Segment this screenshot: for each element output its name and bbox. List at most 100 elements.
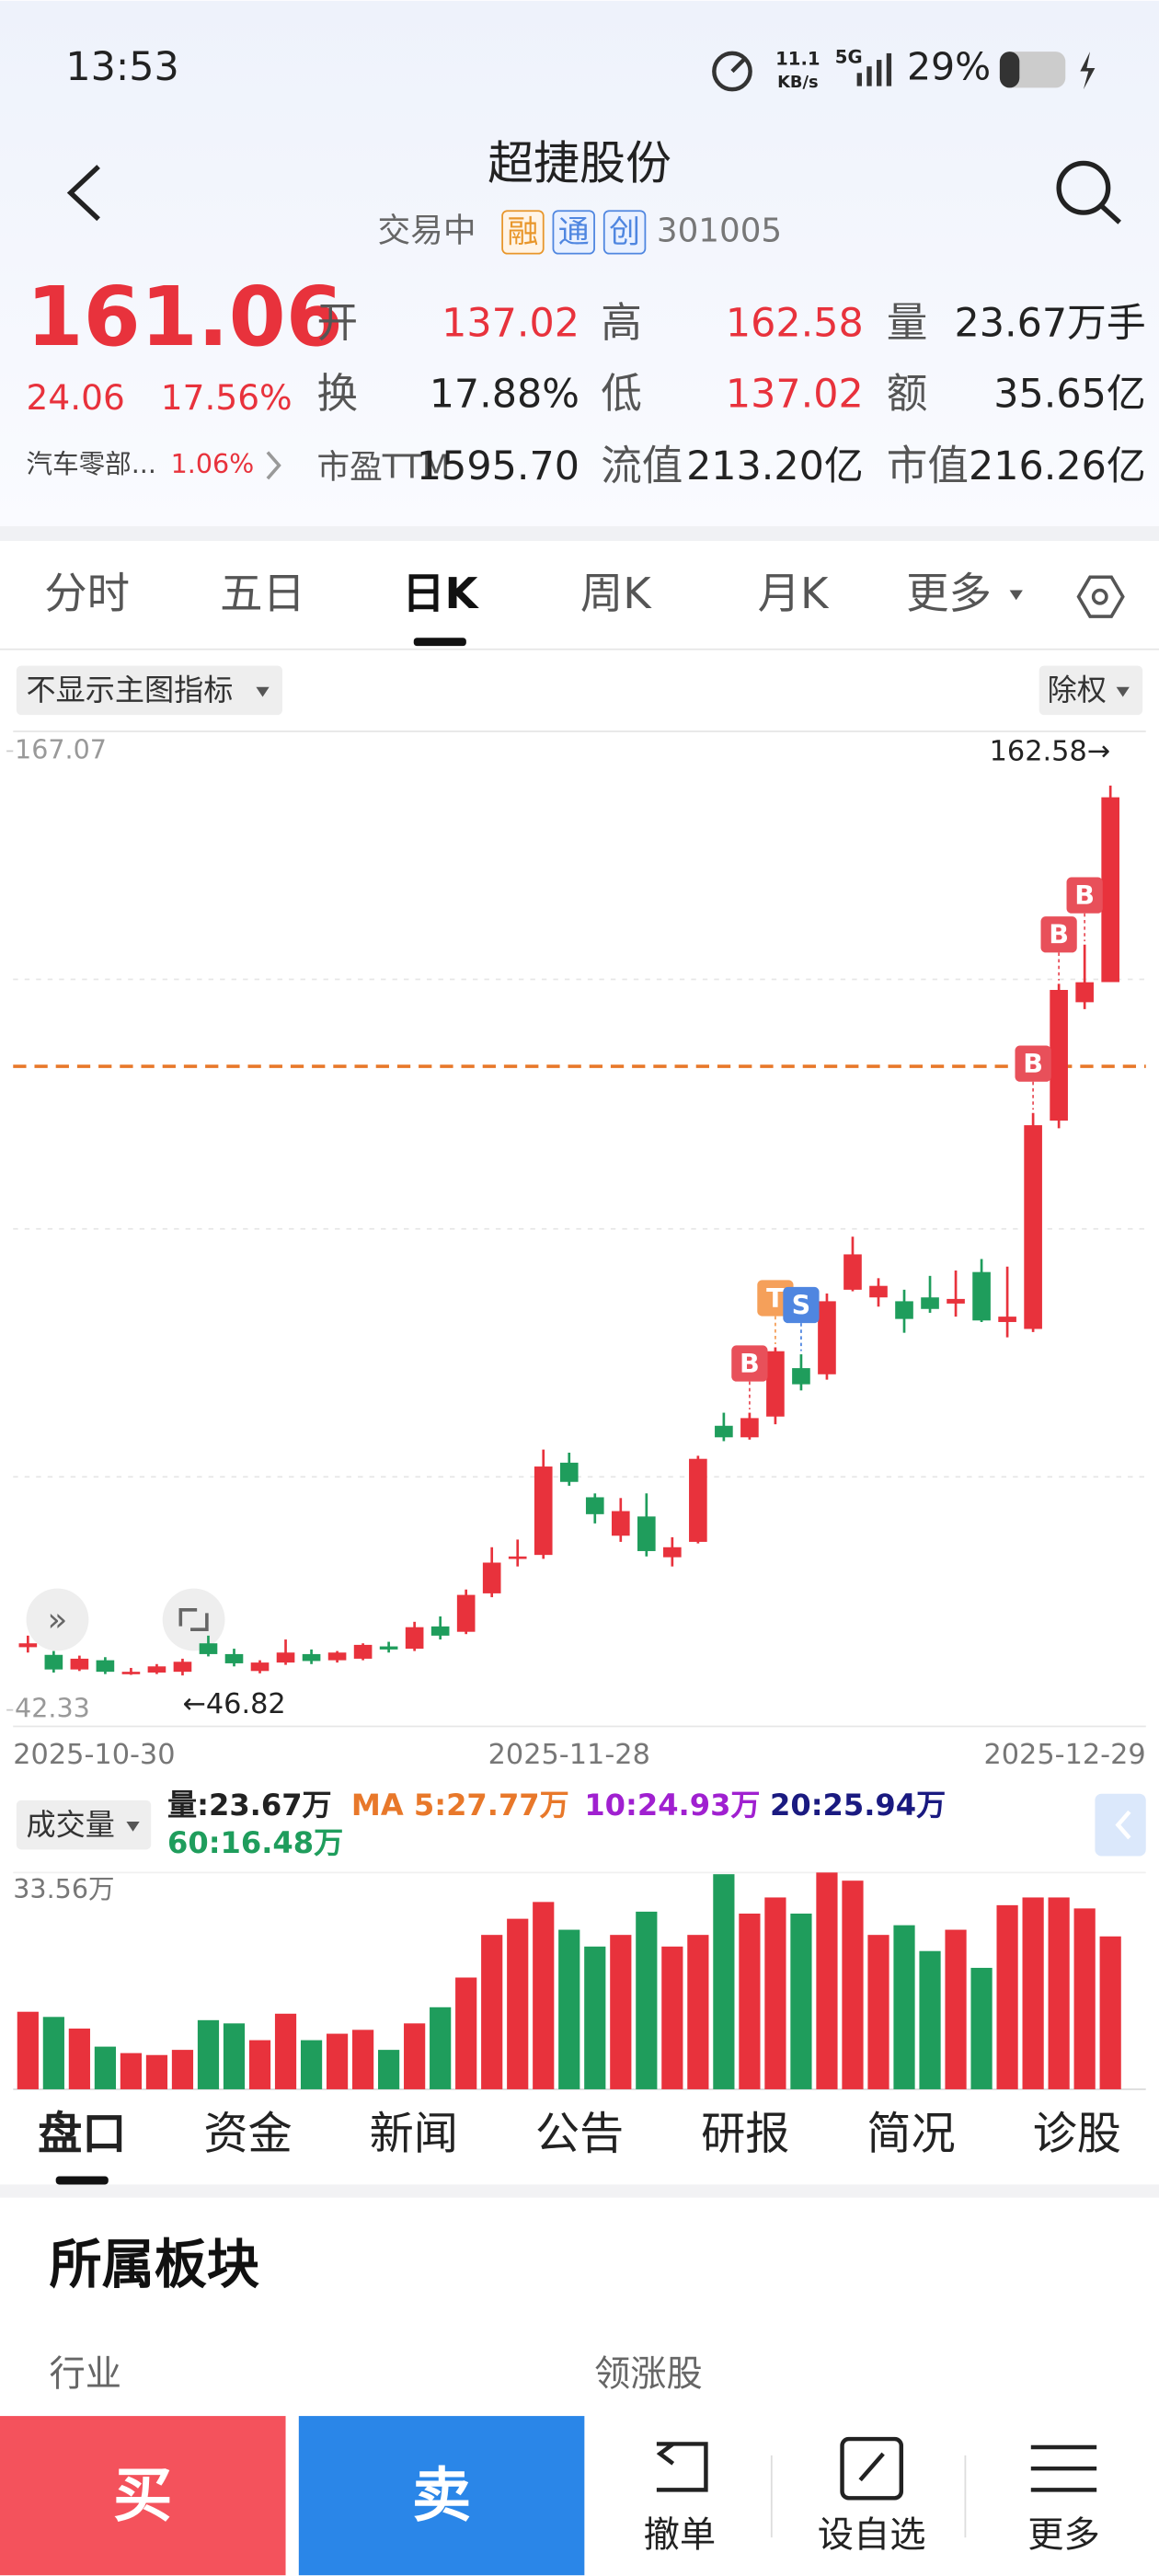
action-label[interactable]: 设自选 bbox=[818, 2515, 926, 2557]
action-label[interactable]: 更多 bbox=[1027, 2515, 1100, 2557]
candle-body bbox=[637, 1516, 656, 1551]
candle-body bbox=[689, 1458, 707, 1542]
candle-body bbox=[456, 1594, 476, 1632]
candle-body bbox=[1101, 797, 1119, 983]
candle-body bbox=[740, 1418, 759, 1438]
volume-bar bbox=[326, 2033, 349, 2089]
volume-bar bbox=[584, 1946, 606, 2089]
indicator-button[interactable] bbox=[16, 665, 282, 716]
tab-indicator bbox=[55, 2176, 109, 2185]
sell-button[interactable] bbox=[298, 2416, 585, 2576]
action-label[interactable]: 撤单 bbox=[644, 2515, 717, 2557]
candle-body bbox=[327, 1652, 347, 1661]
signal-label: B bbox=[1023, 1048, 1043, 1079]
signal-label: B bbox=[1049, 919, 1069, 950]
candle-body bbox=[715, 1425, 733, 1438]
change: 24.06 bbox=[27, 377, 125, 418]
volume-bar bbox=[1073, 1908, 1096, 2089]
volume-bar bbox=[351, 2030, 374, 2089]
volume-bar bbox=[1099, 1936, 1121, 2089]
volume-bar bbox=[68, 2028, 90, 2089]
settings-icon[interactable] bbox=[1076, 575, 1125, 618]
volume-button[interactable] bbox=[16, 1800, 152, 1850]
signal-tag[interactable] bbox=[783, 1286, 820, 1324]
candle-body bbox=[843, 1254, 862, 1290]
volume-bar bbox=[739, 1913, 761, 2089]
change-pct: 17.56% bbox=[161, 377, 293, 418]
field-value: 216.26亿 bbox=[969, 443, 1146, 489]
candle-body bbox=[430, 1626, 450, 1636]
candle-body bbox=[147, 1666, 166, 1673]
volume-bar bbox=[455, 1977, 477, 2089]
field-label: 高 bbox=[601, 299, 642, 347]
search-button[interactable] bbox=[1056, 160, 1121, 224]
volume-legend: 20:25.94万 bbox=[770, 1788, 946, 1823]
period-tab: 五日 bbox=[220, 569, 305, 618]
sector-pct: 1.06% bbox=[171, 448, 255, 479]
signal-tag[interactable] bbox=[1015, 1045, 1051, 1082]
candle-body bbox=[766, 1351, 785, 1417]
field-value: 162.58 bbox=[726, 301, 864, 347]
candle-body bbox=[611, 1511, 630, 1536]
sector-arrow[interactable] bbox=[266, 451, 281, 480]
field-value: 1595.70 bbox=[417, 443, 580, 489]
signal-tag[interactable] bbox=[1040, 916, 1077, 953]
speed-unit: KB/s bbox=[777, 73, 819, 92]
volume-bar bbox=[145, 2054, 168, 2089]
volume-bar bbox=[842, 1880, 864, 2089]
x-tick-label: 2025-12-29 bbox=[983, 1739, 1145, 1771]
separator bbox=[0, 2184, 1159, 2198]
signal-tag[interactable] bbox=[731, 1345, 768, 1382]
candle-body bbox=[250, 1662, 270, 1672]
status-icons bbox=[712, 51, 1096, 92]
volume-bar bbox=[636, 1911, 658, 2089]
candle-body bbox=[921, 1297, 939, 1309]
candle-body bbox=[947, 1298, 965, 1304]
period-tab: 日K bbox=[402, 569, 479, 618]
volume-label: 成交量 bbox=[27, 1807, 115, 1842]
signal-label: T bbox=[766, 1282, 785, 1314]
candle-body bbox=[96, 1660, 115, 1673]
volume-bar bbox=[404, 2023, 426, 2089]
trading-status: 交易中 bbox=[377, 212, 476, 249]
buy-button[interactable] bbox=[0, 2416, 286, 2576]
badge-box bbox=[501, 210, 545, 255]
sector: 汽车零部... bbox=[27, 448, 156, 479]
volume-bar bbox=[945, 1929, 967, 2089]
indicator-label: 不显示主图指标 bbox=[27, 673, 234, 707]
volume-bar bbox=[558, 1929, 580, 2089]
adjust-button[interactable] bbox=[1039, 665, 1143, 716]
signal-label: B bbox=[1074, 880, 1095, 911]
volume-legend: 10:24.93万 bbox=[584, 1788, 760, 1823]
top-background bbox=[0, 0, 1159, 526]
volume-bar bbox=[687, 1935, 709, 2089]
candle-body bbox=[508, 1556, 527, 1559]
candle-body bbox=[121, 1672, 141, 1674]
period-tab: 分时 bbox=[44, 569, 130, 618]
volume-bar bbox=[790, 1913, 812, 2089]
chart-buttons[interactable]: » bbox=[26, 1588, 225, 1651]
badge-box bbox=[602, 210, 647, 255]
volume-legend: 量:23.67万 bbox=[167, 1788, 332, 1823]
sell-label: 卖 bbox=[412, 2462, 471, 2531]
network: 5G bbox=[835, 47, 863, 68]
volume-bar bbox=[248, 2040, 271, 2089]
adjust-label: 除权 bbox=[1048, 673, 1107, 707]
field-value: 213.20亿 bbox=[686, 443, 864, 489]
field-value: 23.67万手 bbox=[954, 301, 1145, 347]
signal-tag[interactable] bbox=[1066, 877, 1103, 914]
field-value: 137.02 bbox=[442, 301, 580, 347]
info-tab: 公告 bbox=[535, 2109, 624, 2160]
dropdown-arrow bbox=[256, 686, 270, 697]
volume-bar bbox=[1022, 1897, 1044, 2089]
field-label: 市值 bbox=[887, 442, 969, 489]
badge: 通 bbox=[558, 214, 590, 250]
candle-body bbox=[1050, 990, 1068, 1121]
period-tab: 更多 bbox=[906, 569, 992, 618]
stock-code: 301005 bbox=[657, 212, 782, 249]
field-label: 开 bbox=[316, 299, 358, 347]
collapse-arrow bbox=[1115, 1810, 1131, 1840]
back-button[interactable] bbox=[66, 165, 100, 222]
